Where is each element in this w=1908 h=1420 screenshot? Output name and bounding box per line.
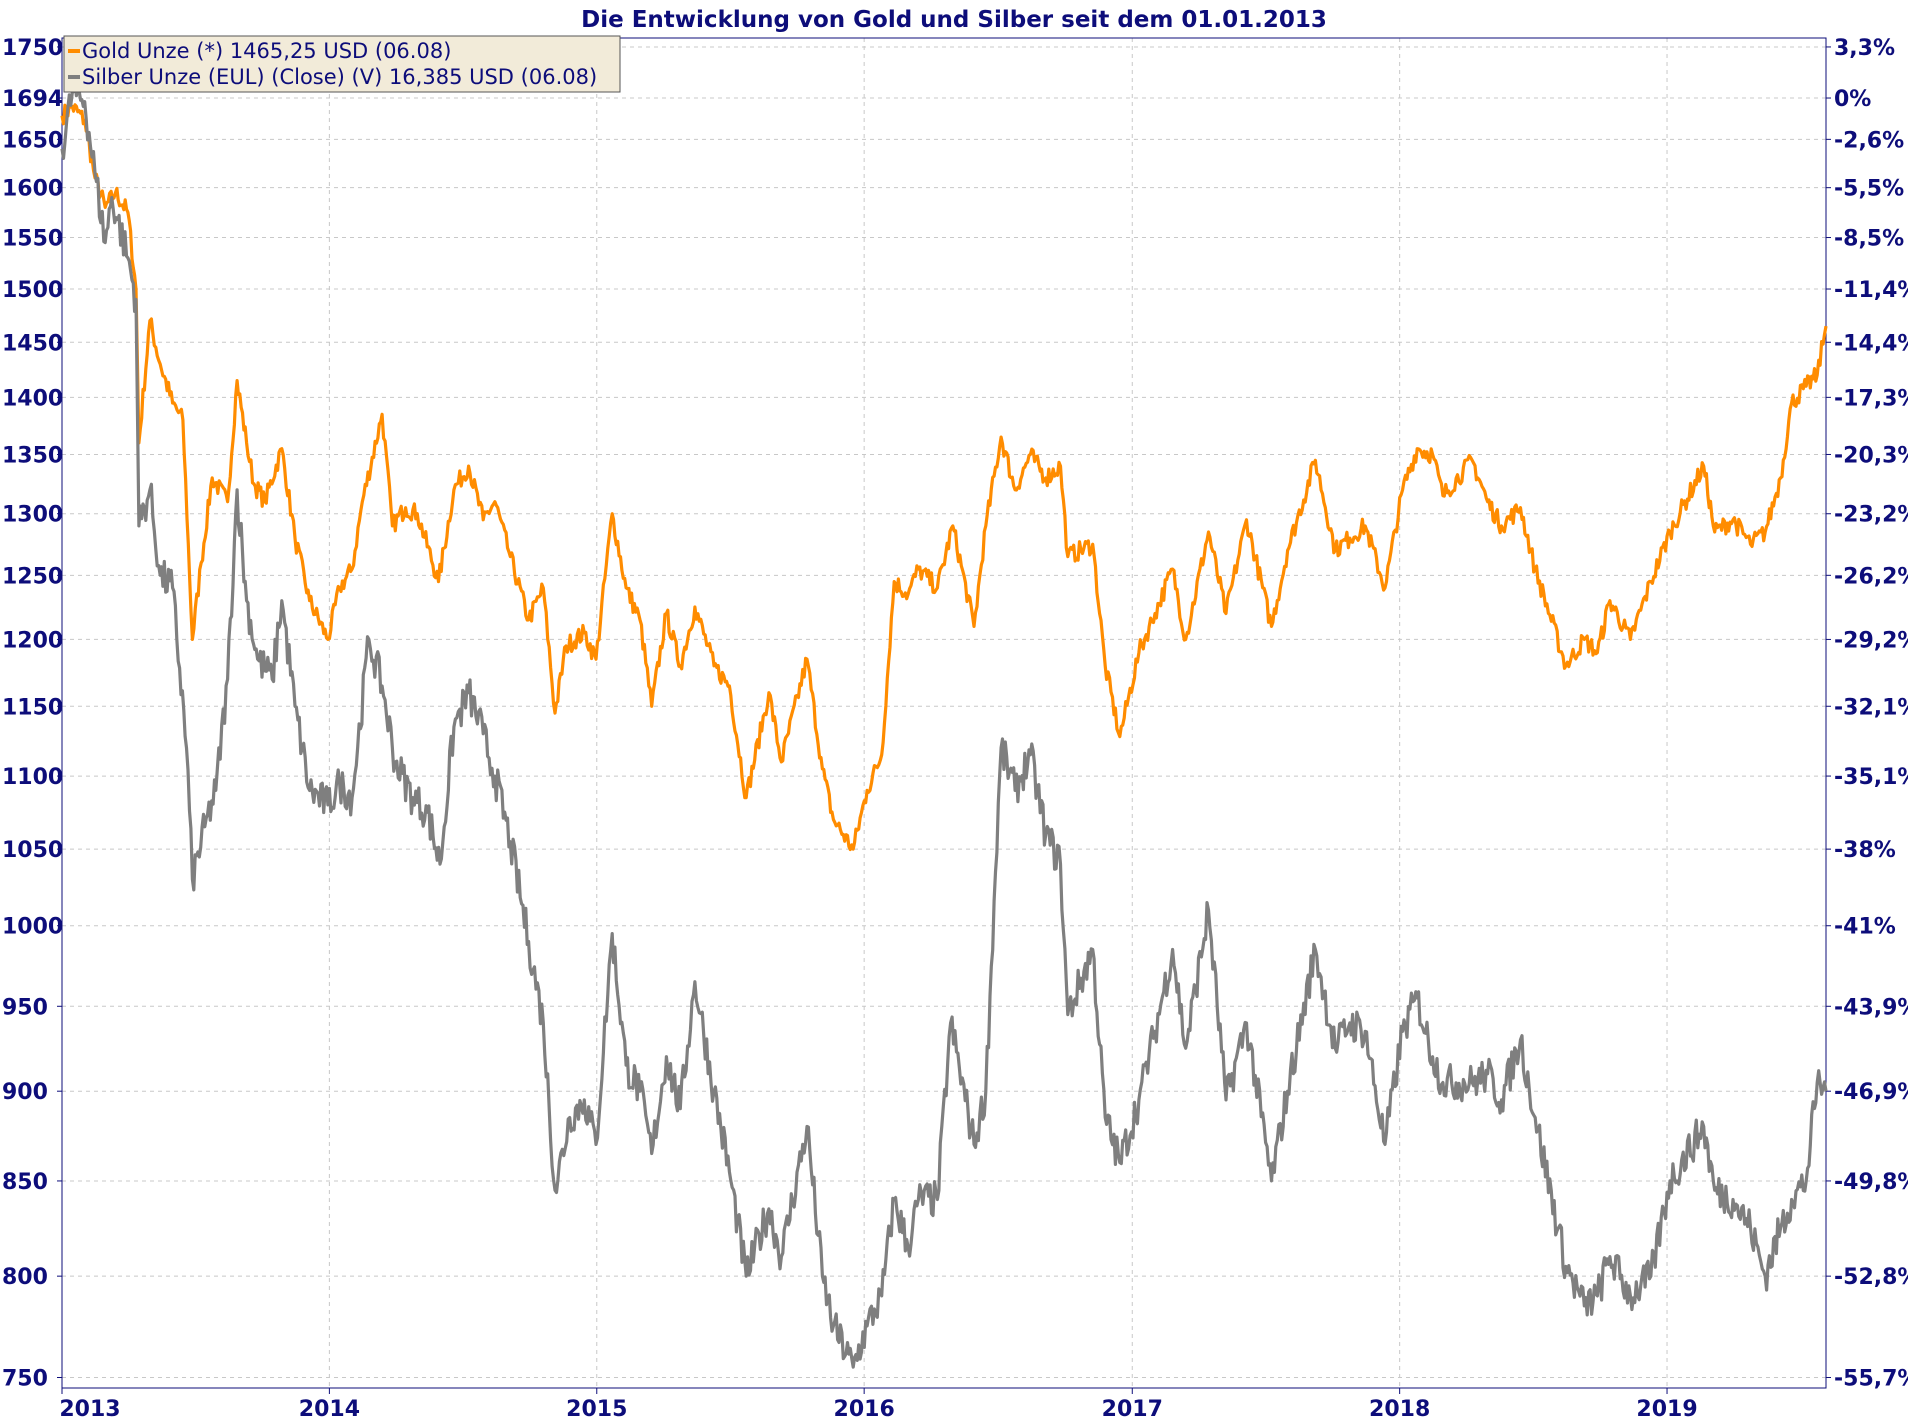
- y-left-tick-label: 1250: [2, 564, 63, 589]
- y-left-tick-label: 1400: [2, 386, 63, 411]
- legend-box: [63, 35, 621, 93]
- y-left-tick-label: 1050: [2, 838, 63, 863]
- y-left-tick-label: 750: [2, 1366, 48, 1391]
- y-right-tick-label: -26,2%: [1834, 564, 1908, 589]
- x-tick-label: 2015: [566, 1397, 627, 1420]
- y-left-tick-label: 1300: [2, 503, 63, 528]
- axis-layer: 1750 3,3% 1694 0% 1650 -2,6% 1600 -5,5% 1550 -8,5…: [2, 36, 1908, 1420]
- y-right-tick-label: -11,4%: [1834, 278, 1908, 303]
- y-right-tick-label: -52,8%: [1834, 1265, 1908, 1290]
- y-right-tick-label: -8,5%: [1834, 227, 1904, 252]
- x-tick-label: 2014: [299, 1397, 360, 1420]
- y-right-tick-label: -55,7%: [1834, 1366, 1908, 1391]
- x-tick-label: 2018: [1369, 1397, 1430, 1420]
- x-tick-label: 2013: [59, 1397, 120, 1420]
- y-right-tick-label: -43,9%: [1834, 995, 1908, 1020]
- y-right-tick-label: -38%: [1834, 838, 1896, 863]
- y-left-tick-label: 800: [2, 1265, 48, 1290]
- y-left-tick-label: 1100: [2, 765, 63, 790]
- y-left-tick-label: 1500: [2, 278, 63, 303]
- legend-entry: Gold Unze (*) 1465,25 USD (06.08): [82, 39, 451, 63]
- y-right-tick-label: -20,3%: [1834, 443, 1908, 468]
- grid-layer: [62, 38, 1826, 1388]
- y-right-tick-label: -2,6%: [1834, 128, 1904, 153]
- y-left-tick-label: 1350: [2, 443, 63, 468]
- y-left-tick-label: 1150: [2, 695, 63, 720]
- y-right-tick-label: -49,8%: [1834, 1170, 1908, 1195]
- y-left-tick-label: 1550: [2, 227, 63, 252]
- y-left-tick-label: 900: [2, 1080, 48, 1105]
- chart-title: Die Entwicklung von Gold und Silber seit…: [581, 7, 1327, 33]
- y-left-tick-label: 1650: [2, 128, 63, 153]
- x-tick-label: 2016: [834, 1397, 895, 1420]
- y-left-tick-label: 1000: [2, 915, 63, 940]
- y-right-tick-label: -29,2%: [1834, 628, 1908, 653]
- y-right-tick-label: -32,1%: [1834, 695, 1908, 720]
- y-right-tick-label: -35,1%: [1834, 765, 1908, 790]
- y-right-tick-label: -23,2%: [1834, 503, 1908, 528]
- y-left-tick-label: 1600: [2, 177, 63, 202]
- y-right-tick-label: -46,9%: [1834, 1080, 1908, 1105]
- y-right-tick-label: -5,5%: [1834, 177, 1904, 202]
- series-layer: [60, 77, 1828, 1369]
- plot-frame: [61, 37, 1827, 1389]
- y-left-tick-label: 1450: [2, 331, 63, 356]
- y-left-tick-label: 1694: [2, 87, 63, 112]
- y-left-tick-label: 1750: [2, 36, 63, 61]
- x-tick-label: 2017: [1102, 1397, 1163, 1420]
- y-right-tick-label: -17,3%: [1834, 386, 1908, 411]
- y-right-tick-label: 0%: [1834, 87, 1871, 112]
- x-tick-label: 2019: [1636, 1397, 1697, 1420]
- y-left-tick-label: 950: [2, 995, 48, 1020]
- legend: Gold Unze (*) 1465,25 USD (06.08)Silber …: [63, 35, 621, 93]
- y-right-tick-label: -41%: [1834, 915, 1896, 940]
- y-left-tick-label: 1200: [2, 628, 63, 653]
- silver-series-line: [60, 77, 1828, 1369]
- y-right-tick-label: 3,3%: [1834, 36, 1895, 61]
- y-right-tick-label: -14,4%: [1834, 331, 1908, 356]
- y-left-tick-label: 850: [2, 1170, 48, 1195]
- gold-series-line: [60, 103, 1828, 852]
- legend-entry: Silber Unze (EUL) (Close) (V) 16,385 USD…: [82, 65, 597, 89]
